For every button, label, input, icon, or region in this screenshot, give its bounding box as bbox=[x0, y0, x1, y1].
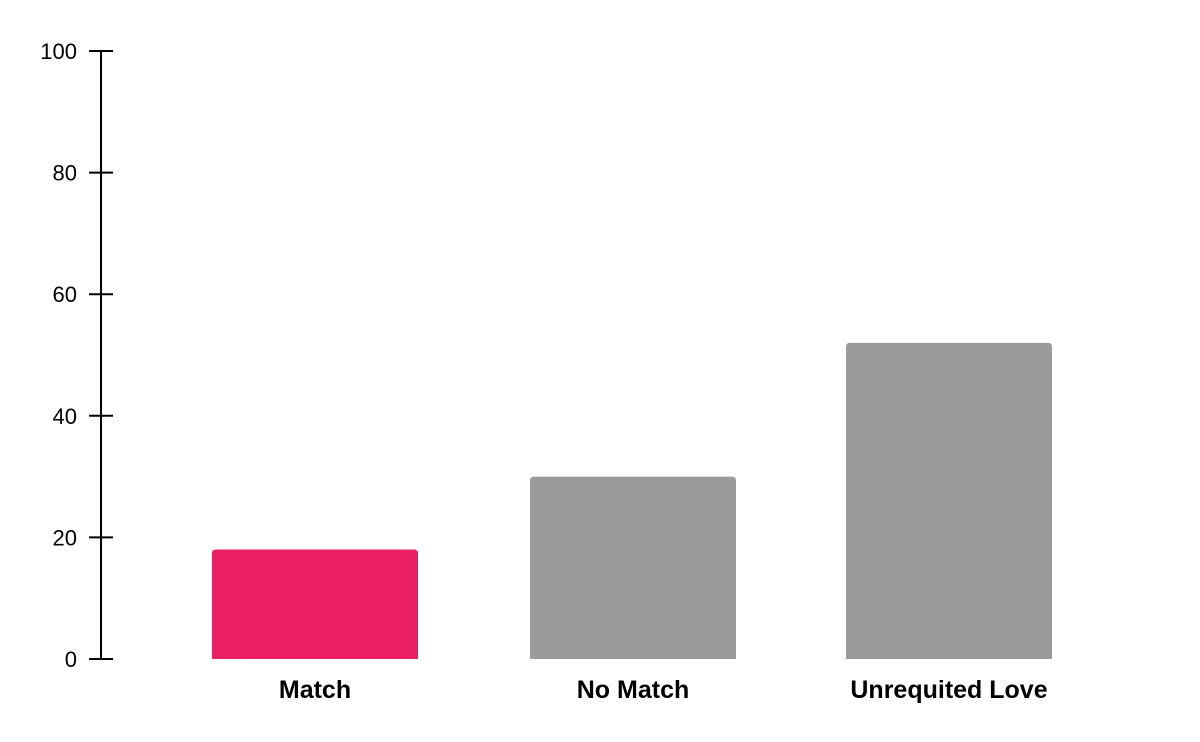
y-tick-label: 60 bbox=[53, 282, 77, 307]
y-tick-label: 80 bbox=[53, 161, 77, 186]
bar-no-match bbox=[530, 476, 736, 659]
y-axis: 0 20 40 60 80 100 bbox=[40, 39, 113, 672]
x-category-label: Unrequited Love bbox=[850, 676, 1047, 704]
bars bbox=[212, 342, 1052, 659]
bar-unrequited-love bbox=[846, 342, 1052, 659]
y-tick-label: 40 bbox=[53, 404, 77, 429]
bar-match bbox=[212, 549, 418, 659]
x-axis-labels: Match No Match Unrequited Love bbox=[279, 676, 1048, 704]
y-tick-label: 20 bbox=[53, 525, 77, 550]
x-category-label: Match bbox=[279, 676, 351, 704]
y-tick-label: 0 bbox=[65, 647, 77, 672]
x-category-label: No Match bbox=[577, 676, 690, 704]
y-tick-label: 100 bbox=[40, 39, 77, 64]
